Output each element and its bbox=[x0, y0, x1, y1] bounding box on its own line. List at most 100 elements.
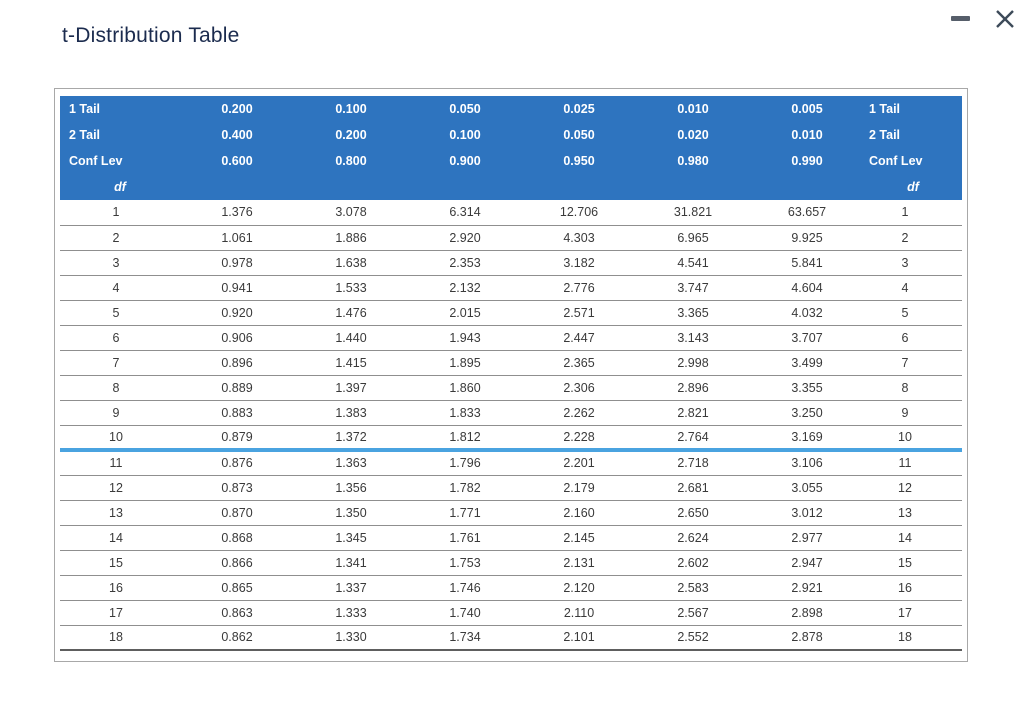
table-row: 1 1.376 3.078 6.314 12.706 31.821 63.657 1 bbox=[60, 200, 962, 226]
t-value-cell: 1.812 bbox=[408, 425, 522, 452]
header-value: 0.990 bbox=[750, 148, 864, 174]
header-row-1tail: 1 Tail 0.200 0.100 0.050 0.025 0.010 0.0… bbox=[60, 96, 962, 122]
t-value-cell: 2.160 bbox=[522, 500, 636, 526]
header-value: 0.900 bbox=[408, 148, 522, 174]
header-row-conflev: Conf Lev 0.600 0.800 0.900 0.950 0.980 0… bbox=[60, 148, 962, 174]
close-x-glyph bbox=[996, 10, 1014, 28]
header-label-conflev-left: Conf Lev bbox=[60, 148, 180, 174]
t-value-cell: 3.365 bbox=[636, 300, 750, 326]
t-value-cell: 0.876 bbox=[180, 450, 294, 476]
t-value-cell: 63.657 bbox=[750, 200, 864, 226]
t-table-container: 1 Tail 0.200 0.100 0.050 0.025 0.010 0.0… bbox=[54, 88, 968, 662]
t-value-cell: 4.032 bbox=[750, 300, 864, 326]
df-cell-right: 7 bbox=[864, 350, 962, 376]
table-row: 17 0.863 1.333 1.740 2.110 2.567 2.898 17 bbox=[60, 600, 962, 626]
df-cell-right: 3 bbox=[864, 250, 962, 276]
header-label-1tail-right: 1 Tail bbox=[864, 96, 962, 122]
t-value-cell: 5.841 bbox=[750, 250, 864, 276]
t-value-cell: 2.821 bbox=[636, 400, 750, 426]
t-value-cell: 0.889 bbox=[180, 375, 294, 401]
t-value-cell: 0.896 bbox=[180, 350, 294, 376]
t-value-cell: 2.015 bbox=[408, 300, 522, 326]
t-value-cell: 0.866 bbox=[180, 550, 294, 576]
t-distribution-table: 1 Tail 0.200 0.100 0.050 0.025 0.010 0.0… bbox=[60, 96, 962, 651]
t-value-cell: 4.541 bbox=[636, 250, 750, 276]
header-value: 0.100 bbox=[294, 96, 408, 122]
minimize-icon[interactable] bbox=[951, 16, 970, 21]
header-label-conflev-right: Conf Lev bbox=[864, 148, 962, 174]
df-cell-right: 5 bbox=[864, 300, 962, 326]
t-value-cell: 1.740 bbox=[408, 600, 522, 626]
t-value-cell: 1.638 bbox=[294, 250, 408, 276]
table-row: 7 0.896 1.415 1.895 2.365 2.998 3.499 7 bbox=[60, 350, 962, 376]
t-value-cell: 2.145 bbox=[522, 525, 636, 551]
t-value-cell: 1.397 bbox=[294, 375, 408, 401]
t-value-cell: 3.169 bbox=[750, 425, 864, 452]
t-value-cell: 2.201 bbox=[522, 450, 636, 476]
t-value-cell: 1.746 bbox=[408, 575, 522, 601]
df-cell-right: 14 bbox=[864, 525, 962, 551]
table-row: 4 0.941 1.533 2.132 2.776 3.747 4.604 4 bbox=[60, 275, 962, 301]
df-cell-right: 17 bbox=[864, 600, 962, 626]
t-value-cell: 2.624 bbox=[636, 525, 750, 551]
t-value-cell: 1.833 bbox=[408, 400, 522, 426]
header-label-1tail-left: 1 Tail bbox=[60, 96, 180, 122]
t-value-cell: 1.943 bbox=[408, 325, 522, 351]
t-value-cell: 3.055 bbox=[750, 475, 864, 501]
df-cell-right: 18 bbox=[864, 625, 962, 651]
df-cell-left: 16 bbox=[60, 575, 180, 601]
df-cell-right: 1 bbox=[864, 200, 962, 226]
header-value: 0.050 bbox=[408, 96, 522, 122]
t-value-cell: 1.383 bbox=[294, 400, 408, 426]
df-cell-right: 10 bbox=[864, 425, 962, 452]
table-header: 1 Tail 0.200 0.100 0.050 0.025 0.010 0.0… bbox=[60, 96, 962, 200]
t-value-cell: 2.131 bbox=[522, 550, 636, 576]
t-value-cell: 6.314 bbox=[408, 200, 522, 226]
t-value-cell: 6.965 bbox=[636, 225, 750, 251]
t-value-cell: 1.771 bbox=[408, 500, 522, 526]
t-value-cell: 1.761 bbox=[408, 525, 522, 551]
t-value-cell: 2.353 bbox=[408, 250, 522, 276]
df-header-left: df bbox=[60, 174, 180, 200]
df-cell-right: 13 bbox=[864, 500, 962, 526]
table-row: 9 0.883 1.383 1.833 2.262 2.821 3.250 9 bbox=[60, 400, 962, 426]
df-cell-left: 1 bbox=[60, 200, 180, 226]
df-cell-left: 7 bbox=[60, 350, 180, 376]
t-value-cell: 0.870 bbox=[180, 500, 294, 526]
t-value-cell: 0.873 bbox=[180, 475, 294, 501]
df-cell-left: 9 bbox=[60, 400, 180, 426]
t-value-cell: 1.372 bbox=[294, 425, 408, 452]
table-row: 13 0.870 1.350 1.771 2.160 2.650 3.012 13 bbox=[60, 500, 962, 526]
df-cell-right: 6 bbox=[864, 325, 962, 351]
t-value-cell: 2.101 bbox=[522, 625, 636, 651]
header-label-2tail-left: 2 Tail bbox=[60, 122, 180, 148]
t-value-cell: 2.998 bbox=[636, 350, 750, 376]
header-value: 0.050 bbox=[522, 122, 636, 148]
table-row: 18 0.862 1.330 1.734 2.101 2.552 2.878 18 bbox=[60, 625, 962, 651]
header-value: 0.800 bbox=[294, 148, 408, 174]
close-icon[interactable] bbox=[992, 6, 1018, 32]
t-value-cell: 1.345 bbox=[294, 525, 408, 551]
t-value-cell: 2.947 bbox=[750, 550, 864, 576]
table-row: 3 0.978 1.638 2.353 3.182 4.541 5.841 3 bbox=[60, 250, 962, 276]
t-value-cell: 2.650 bbox=[636, 500, 750, 526]
df-cell-right: 11 bbox=[864, 450, 962, 476]
page-title: t-Distribution Table bbox=[62, 24, 240, 47]
t-value-cell: 0.863 bbox=[180, 600, 294, 626]
table-row: 15 0.866 1.341 1.753 2.131 2.602 2.947 15 bbox=[60, 550, 962, 576]
df-cell-left: 4 bbox=[60, 275, 180, 301]
t-value-cell: 9.925 bbox=[750, 225, 864, 251]
df-cell-left: 14 bbox=[60, 525, 180, 551]
t-value-cell: 1.333 bbox=[294, 600, 408, 626]
df-cell-left: 6 bbox=[60, 325, 180, 351]
t-value-cell: 2.306 bbox=[522, 375, 636, 401]
t-value-cell: 2.776 bbox=[522, 275, 636, 301]
t-value-cell: 2.262 bbox=[522, 400, 636, 426]
df-cell-right: 15 bbox=[864, 550, 962, 576]
t-value-cell: 2.898 bbox=[750, 600, 864, 626]
t-value-cell: 2.552 bbox=[636, 625, 750, 651]
header-value: 0.980 bbox=[636, 148, 750, 174]
t-value-cell: 12.706 bbox=[522, 200, 636, 226]
t-value-cell: 1.061 bbox=[180, 225, 294, 251]
df-cell-right: 8 bbox=[864, 375, 962, 401]
